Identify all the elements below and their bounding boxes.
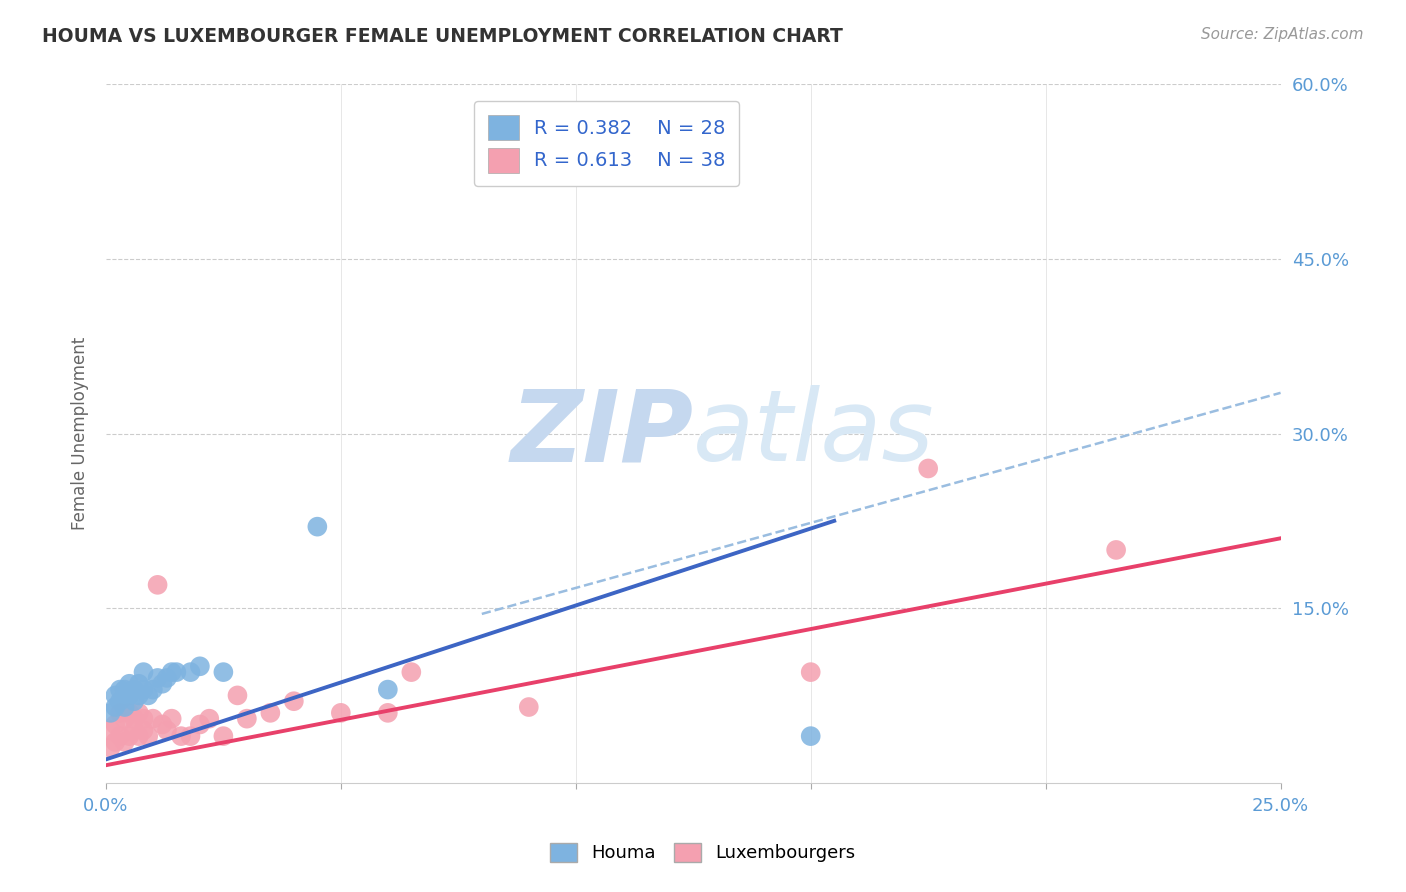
Text: HOUMA VS LUXEMBOURGER FEMALE UNEMPLOYMENT CORRELATION CHART: HOUMA VS LUXEMBOURGER FEMALE UNEMPLOYMEN… bbox=[42, 27, 844, 45]
Point bbox=[104, 717, 127, 731]
Point bbox=[401, 665, 423, 679]
Point bbox=[156, 671, 179, 685]
Point bbox=[517, 700, 540, 714]
Point bbox=[259, 706, 281, 720]
Point bbox=[156, 723, 179, 738]
Point bbox=[118, 729, 141, 743]
Y-axis label: Female Unemployment: Female Unemployment bbox=[72, 337, 89, 530]
Point bbox=[132, 712, 155, 726]
Point bbox=[128, 729, 150, 743]
Legend: Houma, Luxembourgers: Houma, Luxembourgers bbox=[543, 836, 863, 870]
Point bbox=[179, 665, 201, 679]
Point bbox=[122, 694, 145, 708]
Point bbox=[198, 712, 221, 726]
Point bbox=[160, 665, 183, 679]
Legend: R = 0.382    N = 28, R = 0.613    N = 38: R = 0.382 N = 28, R = 0.613 N = 38 bbox=[474, 101, 740, 186]
Point bbox=[118, 689, 141, 703]
Point bbox=[136, 729, 159, 743]
Point bbox=[150, 677, 173, 691]
Point bbox=[212, 729, 235, 743]
Point bbox=[118, 677, 141, 691]
Point bbox=[114, 735, 136, 749]
Text: Source: ZipAtlas.com: Source: ZipAtlas.com bbox=[1201, 27, 1364, 42]
Point bbox=[1105, 543, 1128, 558]
Point bbox=[122, 723, 145, 738]
Point bbox=[128, 689, 150, 703]
Text: atlas: atlas bbox=[693, 385, 935, 482]
Point bbox=[104, 735, 127, 749]
Point bbox=[917, 461, 939, 475]
Point bbox=[146, 578, 169, 592]
Point bbox=[118, 706, 141, 720]
Point bbox=[160, 712, 183, 726]
Point bbox=[122, 712, 145, 726]
Point bbox=[283, 694, 305, 708]
Point bbox=[377, 706, 399, 720]
Point bbox=[146, 671, 169, 685]
Point bbox=[212, 665, 235, 679]
Point bbox=[114, 682, 136, 697]
Point bbox=[108, 706, 131, 720]
Point bbox=[104, 700, 127, 714]
Point bbox=[136, 689, 159, 703]
Point bbox=[132, 682, 155, 697]
Point bbox=[150, 717, 173, 731]
Point bbox=[128, 706, 150, 720]
Point bbox=[132, 665, 155, 679]
Point bbox=[122, 682, 145, 697]
Point bbox=[100, 723, 122, 738]
Point bbox=[179, 729, 201, 743]
Text: ZIP: ZIP bbox=[510, 385, 693, 482]
Point bbox=[165, 665, 187, 679]
Point bbox=[307, 519, 329, 533]
Point bbox=[226, 689, 249, 703]
Point bbox=[188, 659, 211, 673]
Point bbox=[114, 712, 136, 726]
Point bbox=[108, 694, 131, 708]
Point bbox=[108, 729, 131, 743]
Point bbox=[100, 740, 122, 755]
Point bbox=[100, 706, 122, 720]
Point bbox=[377, 682, 399, 697]
Point bbox=[170, 729, 193, 743]
Point bbox=[108, 682, 131, 697]
Point bbox=[188, 717, 211, 731]
Point bbox=[142, 712, 165, 726]
Point bbox=[142, 682, 165, 697]
Point bbox=[132, 723, 155, 738]
Point bbox=[104, 689, 127, 703]
Point bbox=[329, 706, 352, 720]
Point bbox=[236, 712, 259, 726]
Point bbox=[128, 677, 150, 691]
Point bbox=[114, 700, 136, 714]
Point bbox=[800, 729, 823, 743]
Point bbox=[800, 665, 823, 679]
